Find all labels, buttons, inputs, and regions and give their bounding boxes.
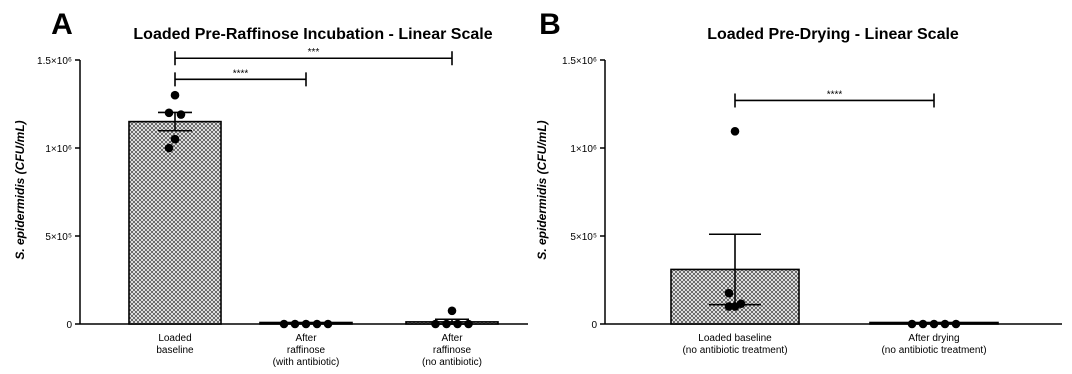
significance-label: **** xyxy=(233,68,249,79)
y-tick-label: 5×10⁵ xyxy=(45,232,72,243)
x-tick-label: (no antibiotic treatment) xyxy=(682,345,787,356)
y-tick-label: 1×10⁶ xyxy=(45,144,72,155)
data-point xyxy=(164,143,174,153)
x-tick-label: (no antibiotic) xyxy=(422,357,482,368)
data-point xyxy=(907,319,917,329)
data-point xyxy=(164,108,174,118)
data-point xyxy=(929,319,939,329)
y-tick-label: 5×10⁵ xyxy=(570,232,597,243)
y-tick-label: 0 xyxy=(66,320,72,331)
panel-letter: B xyxy=(539,8,561,41)
significance-label: **** xyxy=(827,89,843,100)
data-point xyxy=(290,319,300,329)
data-point xyxy=(464,319,473,329)
bar xyxy=(128,120,222,325)
data-point xyxy=(176,110,186,119)
data-point xyxy=(730,126,740,136)
x-tick-label: Loaded baseline xyxy=(698,333,772,344)
data-point xyxy=(170,90,180,100)
chart-title: Loaded Pre-Raffinose Incubation - Linear… xyxy=(133,26,492,43)
y-tick-label: 0 xyxy=(591,320,597,331)
data-point xyxy=(447,306,457,316)
x-tick-label: (with antibiotic) xyxy=(273,357,340,368)
chart-title: Loaded Pre-Drying - Linear Scale xyxy=(707,26,959,43)
x-tick-label: After xyxy=(441,333,463,344)
panel-b: B Loaded Pre-Drying - Linear Scale S. epid… xyxy=(535,8,1062,356)
y-tick-label: 1×10⁶ xyxy=(570,144,597,155)
data-point xyxy=(442,319,451,329)
data-point xyxy=(940,319,950,329)
y-tick-label: 1.5×10⁶ xyxy=(37,56,72,67)
y-axis-label: S. epidermidis (CFU/mL) xyxy=(13,120,27,259)
x-tick-label: (no antibiotic treatment) xyxy=(881,345,986,356)
x-tick-label: Loaded xyxy=(158,333,191,344)
data-point xyxy=(951,319,961,329)
data-point xyxy=(279,319,289,329)
x-tick-label: After drying xyxy=(908,333,959,344)
significance-label: *** xyxy=(308,47,320,58)
panel-letter: A xyxy=(51,8,73,41)
y-axis-label: S. epidermidis (CFU/mL) xyxy=(535,120,549,259)
data-point xyxy=(323,319,333,329)
data-point xyxy=(730,302,740,311)
data-point xyxy=(301,319,311,329)
panel-a: A Loaded Pre-Raffinose Incubation - Linea… xyxy=(13,8,528,368)
data-point xyxy=(724,288,734,298)
data-point xyxy=(724,302,734,311)
data-point xyxy=(431,319,440,329)
y-tick-label: 1.5×10⁶ xyxy=(562,56,597,67)
data-point xyxy=(453,319,462,329)
data-point xyxy=(312,319,322,329)
x-tick-label: raffinose xyxy=(433,345,472,356)
data-point xyxy=(170,134,180,144)
x-tick-label: After xyxy=(295,333,317,344)
x-tick-label: raffinose xyxy=(287,345,326,356)
x-tick-label: baseline xyxy=(156,345,194,356)
data-point xyxy=(918,319,928,329)
